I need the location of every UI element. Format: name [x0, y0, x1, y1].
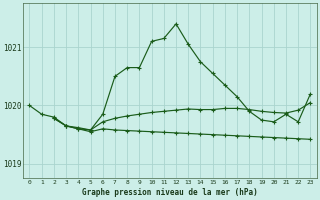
X-axis label: Graphe pression niveau de la mer (hPa): Graphe pression niveau de la mer (hPa) — [82, 188, 258, 197]
